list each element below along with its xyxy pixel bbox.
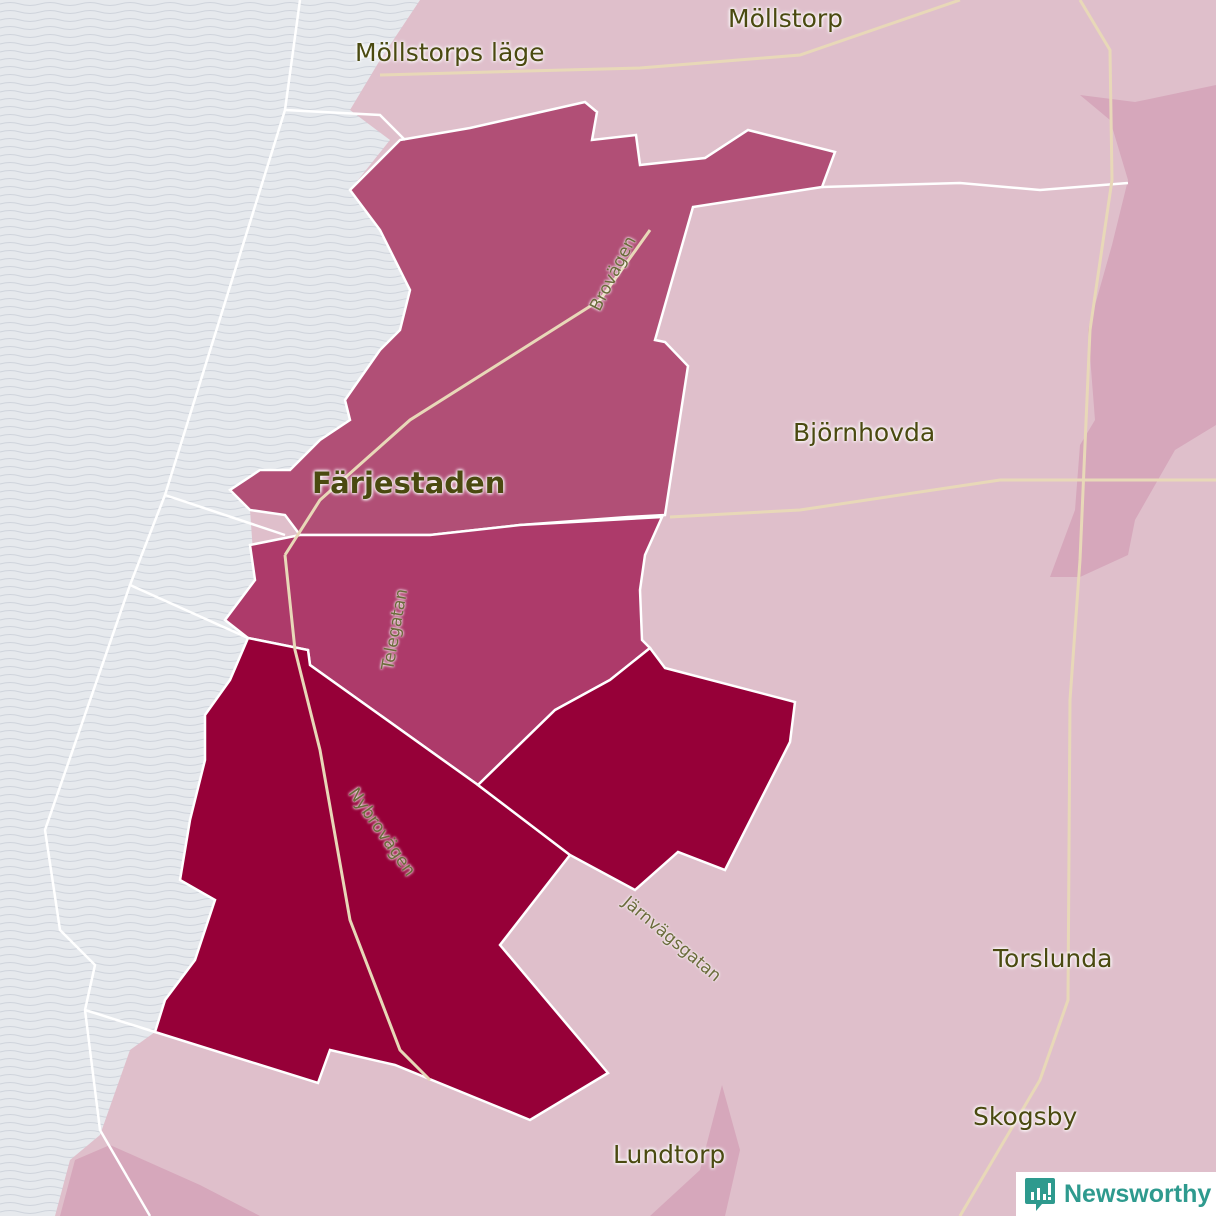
brand-name: Newsworthy (1064, 1179, 1212, 1208)
region-east[interactable] (1050, 85, 1216, 577)
region-lundtorp (650, 1085, 740, 1216)
region-southeast-farjestaden[interactable] (476, 646, 797, 892)
place-label-mollstorps-lage: Möllstorps läge (355, 38, 545, 67)
place-label-lundtorp: Lundtorp (613, 1140, 726, 1169)
main-roads (283, 0, 1216, 1216)
newsworthy-logo[interactable]: Newsworthy (1016, 1172, 1216, 1216)
bar-chart-speech-icon (1025, 1178, 1055, 1211)
sea (0, 0, 420, 1216)
region-south-farjestaden[interactable] (153, 636, 610, 1122)
region-southwest-coast (60, 1145, 260, 1216)
municipal-boundaries (43, 0, 1129, 1216)
place-label-skogsby: Skogsby (973, 1102, 1078, 1131)
place-label-mollstorp: Möllstorp (728, 4, 844, 33)
place-label-farjestaden: Färjestaden (312, 466, 506, 500)
place-label-bjornhovda: Björnhovda (793, 418, 936, 447)
place-label-torslunda: Torslunda (993, 944, 1113, 973)
